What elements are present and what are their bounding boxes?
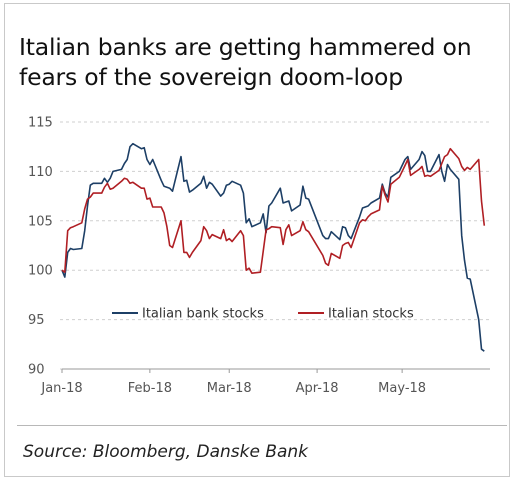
y-tick-label: 105 [28,214,53,229]
legend-label: Italian stocks [328,307,414,322]
x-tick-label: Feb-18 [128,381,172,396]
legend-label: Italian bank stocks [142,307,264,322]
axes: 90 95 100 105 110 115 Jan-18 Feb-18 Mar-18 Apr-18… [28,116,490,396]
x-tick-label: Jan-18 [40,381,82,396]
y-tick-label: 95 [28,313,45,328]
source-divider [17,425,507,426]
chart-title: Italian banks are getting hammered on fe… [19,33,472,91]
chart-source: Source: Bloomberg, Danske Bank [23,442,309,462]
x-tick-label: Apr-18 [296,381,339,396]
y-tick-label: 90 [28,363,45,378]
y-tick-label: 115 [28,116,53,131]
chart-panel: Italian banks are getting hammered on fe… [4,3,510,477]
series-line-italian-stocks [61,147,486,275]
legend: Italian bank stocks Italian stocks [112,307,414,322]
series-lines [61,142,486,352]
x-tick-label: Mar-18 [207,381,252,396]
x-tick-label: May-18 [378,381,426,396]
y-tick-label: 100 [28,264,53,279]
y-tick-label: 110 [28,165,53,180]
